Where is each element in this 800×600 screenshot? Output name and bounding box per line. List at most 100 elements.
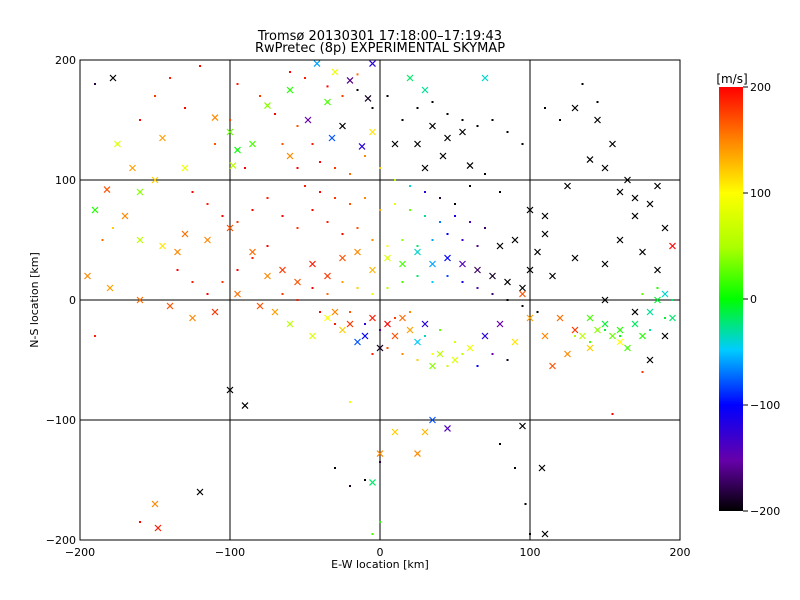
data-point-cross xyxy=(121,212,129,220)
data-point-dot xyxy=(446,233,449,235)
data-point-cross xyxy=(661,224,669,232)
data-point-dot xyxy=(416,245,419,247)
data-point-cross xyxy=(639,332,646,340)
data-point-dot xyxy=(506,359,509,361)
data-point-cross xyxy=(114,140,121,148)
data-point-cross xyxy=(436,350,444,358)
data-point-dot xyxy=(274,113,276,115)
chart-title: Tromsø 20130301 17:18:00–17:19:43 xyxy=(257,29,503,44)
data-point-cross xyxy=(586,156,594,164)
data-point-dot xyxy=(379,521,381,523)
data-point-dot xyxy=(469,185,471,187)
data-point-dot xyxy=(461,353,464,355)
data-point-dot xyxy=(476,245,479,247)
data-point-dot xyxy=(491,119,494,121)
data-point-dot xyxy=(461,119,464,121)
colorbar-tick-label: 200 xyxy=(750,81,771,94)
data-point-cross xyxy=(586,314,594,322)
data-point-cross xyxy=(429,362,436,370)
data-point-dot xyxy=(649,329,651,331)
data-point-dot xyxy=(221,215,224,217)
data-point-cross xyxy=(109,74,117,82)
data-point-dot xyxy=(641,371,644,373)
data-point-cross xyxy=(384,254,391,262)
data-point-dot xyxy=(394,203,396,205)
data-point-dot xyxy=(454,341,456,343)
data-point-cross xyxy=(151,500,159,508)
data-point-dot xyxy=(296,227,299,229)
data-point-dot xyxy=(311,209,314,211)
data-point-cross xyxy=(466,162,474,170)
plot-frame-border xyxy=(79,59,681,541)
data-point-cross xyxy=(204,236,211,244)
data-point-dot xyxy=(364,479,366,481)
y-tick-label: −200 xyxy=(46,534,76,547)
data-point-dot xyxy=(656,287,659,289)
data-point-cross xyxy=(526,206,534,214)
data-point-cross xyxy=(249,140,256,148)
data-point-dot xyxy=(206,203,209,205)
data-point-dot xyxy=(454,203,456,205)
x-tick-label: 200 xyxy=(670,546,691,559)
data-point-dot xyxy=(379,209,381,211)
data-point-dot xyxy=(524,503,527,505)
data-point-cross xyxy=(504,278,511,286)
data-point-cross xyxy=(466,344,474,352)
data-point-cross xyxy=(654,296,661,304)
data-point-dot xyxy=(319,191,321,193)
data-point-dot xyxy=(281,293,284,295)
data-point-dot xyxy=(341,95,344,97)
data-point-dot xyxy=(341,281,344,283)
y-tick-label: 100 xyxy=(55,174,76,187)
data-point-dot xyxy=(229,119,231,121)
data-point-dot xyxy=(619,335,621,337)
data-point-dot xyxy=(139,119,141,121)
data-point-dot xyxy=(94,335,96,337)
data-point-dot xyxy=(431,101,434,103)
data-point-cross xyxy=(358,142,366,150)
data-point-cross xyxy=(354,248,361,256)
data-point-dot xyxy=(304,185,306,187)
x-tick-labels: −200 −100 0 100 200 xyxy=(65,546,691,559)
data-point-cross xyxy=(369,60,376,68)
data-point-cross xyxy=(391,140,399,148)
colorbar xyxy=(719,87,743,511)
data-point-dot xyxy=(289,71,291,73)
data-point-dot xyxy=(461,239,464,241)
data-point-dot xyxy=(139,521,141,523)
data-point-dot xyxy=(506,131,509,133)
data-point-cross xyxy=(346,320,354,328)
data-point-cross xyxy=(313,60,321,68)
data-point-dot xyxy=(371,353,374,355)
data-point-cross xyxy=(594,116,601,124)
data-point-cross xyxy=(459,260,466,268)
data-point-cross xyxy=(196,488,204,496)
data-point-cross xyxy=(286,86,294,94)
colorbar-tick-label: 100 xyxy=(750,187,771,200)
data-point-cross xyxy=(226,224,234,232)
data-point-cross xyxy=(339,326,346,334)
data-point-dot xyxy=(521,305,524,307)
data-point-cross xyxy=(541,530,549,538)
data-point-cross xyxy=(511,236,519,244)
data-point-cross xyxy=(271,308,279,316)
colorbar-label: [m/s] xyxy=(716,72,747,86)
data-point-dot xyxy=(611,413,614,415)
data-point-dot xyxy=(401,239,404,241)
data-point-dot xyxy=(311,287,314,289)
data-point-cross xyxy=(459,128,466,136)
data-point-cross xyxy=(451,356,459,364)
data-point-cross xyxy=(519,422,526,430)
data-point-cross xyxy=(324,98,331,106)
data-point-cross xyxy=(571,254,579,262)
data-point-cross xyxy=(103,186,111,194)
colorbar-tick-label: −100 xyxy=(750,399,780,412)
data-point-cross xyxy=(406,74,414,82)
data-point-dot xyxy=(589,341,591,343)
data-point-cross xyxy=(264,102,271,110)
data-point-cross xyxy=(136,296,144,304)
y-axis-label: N-S location [km] xyxy=(28,252,41,348)
data-point-cross xyxy=(511,338,519,346)
data-point-cross xyxy=(166,302,174,310)
data-point-cross xyxy=(369,128,376,136)
